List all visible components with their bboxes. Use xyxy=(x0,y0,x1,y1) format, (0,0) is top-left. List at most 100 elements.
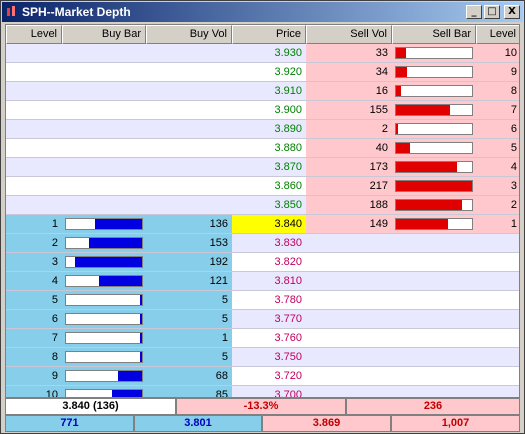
change-percent: -13.3% xyxy=(176,398,346,415)
sell-bar-frame xyxy=(395,199,473,211)
buy-bar xyxy=(140,352,142,362)
ask-row[interactable]: 3.870 173 4 xyxy=(6,158,519,177)
bid-row[interactable]: 4 121 3.810 xyxy=(6,272,519,291)
buy-bar xyxy=(95,219,142,229)
minimize-button[interactable]: _ xyxy=(466,5,482,19)
buy-vol-cell xyxy=(146,120,232,139)
close-button[interactable]: X xyxy=(504,5,520,19)
buy-bar-cell xyxy=(62,101,146,120)
header-buy-vol[interactable]: Buy Vol xyxy=(146,25,232,44)
sell-bar xyxy=(396,200,462,210)
buy-bar-cell xyxy=(62,329,146,348)
bid-row[interactable]: 10 85 3.700 xyxy=(6,386,519,397)
sell-bar-cell xyxy=(392,329,476,348)
bid-row[interactable]: 2 153 3.830 xyxy=(6,234,519,253)
price-cell: 3.750 xyxy=(232,348,306,367)
ask-row[interactable]: 3.890 2 6 xyxy=(6,120,519,139)
sell-bar-frame xyxy=(395,180,473,192)
buy-level-cell xyxy=(6,158,62,177)
sell-bar xyxy=(396,162,457,172)
buy-bar-cell xyxy=(62,253,146,272)
buy-bar-cell xyxy=(62,367,146,386)
sell-bar-cell xyxy=(392,272,476,291)
buy-bar-cell xyxy=(62,82,146,101)
bid-row[interactable]: 8 5 3.750 xyxy=(6,348,519,367)
best-row[interactable]: 1 136 3.840 149 1 xyxy=(6,215,519,234)
ask-row[interactable]: 3.910 16 8 xyxy=(6,82,519,101)
buy-level-cell xyxy=(6,177,62,196)
sell-vol-cell: 2 xyxy=(306,120,392,139)
ask-row[interactable]: 3.850 188 2 xyxy=(6,196,519,215)
bid-total: 771 xyxy=(5,415,134,432)
sell-bar-frame xyxy=(395,104,473,116)
header-sell-bar[interactable]: Sell Bar xyxy=(392,25,476,44)
sell-vol-cell: 149 xyxy=(306,215,392,234)
buy-level-cell: 7 xyxy=(6,329,62,348)
sell-level-cell xyxy=(476,310,519,329)
buy-bar-cell xyxy=(62,310,146,329)
buy-level-cell: 9 xyxy=(6,367,62,386)
buy-vol-cell: 153 xyxy=(146,234,232,253)
buy-bar-frame xyxy=(65,218,143,230)
buy-level-cell xyxy=(6,44,62,63)
summary-row-1: 3.840 (136) -13.3% 236 xyxy=(5,398,520,415)
buy-bar xyxy=(140,333,142,343)
ask-row[interactable]: 3.920 34 9 xyxy=(6,63,519,82)
header-level-sell[interactable]: Level xyxy=(476,25,519,44)
buy-bar-cell xyxy=(62,44,146,63)
buy-level-cell xyxy=(6,139,62,158)
sell-bar-frame xyxy=(395,85,473,97)
buy-bar-cell xyxy=(62,215,146,234)
sell-bar-frame xyxy=(395,123,473,135)
sell-vol-cell: 34 xyxy=(306,63,392,82)
sell-vol-cell xyxy=(306,291,392,310)
sell-bar xyxy=(396,86,401,96)
buy-bar-cell xyxy=(62,158,146,177)
buy-bar-cell xyxy=(62,120,146,139)
sell-bar xyxy=(396,67,407,77)
ask-row[interactable]: 3.930 33 10 xyxy=(6,44,519,63)
price-cell: 3.910 xyxy=(232,82,306,101)
total-volume: 236 xyxy=(346,398,520,415)
price-cell: 3.900 xyxy=(232,101,306,120)
sell-bar-cell xyxy=(392,253,476,272)
buy-bar xyxy=(118,371,142,381)
maximize-button[interactable]: □ xyxy=(484,5,500,19)
sell-vol-cell: 155 xyxy=(306,101,392,120)
header-sell-vol[interactable]: Sell Vol xyxy=(306,25,392,44)
price-cell: 3.700 xyxy=(232,386,306,397)
buy-bar-cell xyxy=(62,291,146,310)
window-controls: _ □ X xyxy=(466,5,520,19)
title-bar[interactable]: SPH--Market Depth _ □ X xyxy=(2,2,523,22)
buy-level-cell: 10 xyxy=(6,386,62,397)
sell-vol-cell xyxy=(306,234,392,253)
buy-vol-cell xyxy=(146,139,232,158)
buy-bar xyxy=(99,276,142,286)
buy-bar-frame xyxy=(65,370,143,382)
ask-row[interactable]: 3.900 155 7 xyxy=(6,101,519,120)
ask-row[interactable]: 3.860 217 3 xyxy=(6,177,519,196)
bid-row[interactable]: 9 68 3.720 xyxy=(6,367,519,386)
bid-row[interactable]: 7 1 3.760 xyxy=(6,329,519,348)
sell-vol-cell: 173 xyxy=(306,158,392,177)
buy-level-cell: 1 xyxy=(6,215,62,234)
sell-vol-cell xyxy=(306,348,392,367)
app-icon xyxy=(6,6,18,18)
ask-row[interactable]: 3.880 40 5 xyxy=(6,139,519,158)
ask-average: 3.869 xyxy=(262,415,391,432)
buy-bar-frame xyxy=(65,275,143,287)
sell-level-cell xyxy=(476,253,519,272)
header-buy-bar[interactable]: Buy Bar xyxy=(62,25,146,44)
table-header: Level Buy Bar Buy Vol Price Sell Vol Sel… xyxy=(6,25,519,44)
ask-total: 1,007 xyxy=(391,415,520,432)
buy-bar-cell xyxy=(62,234,146,253)
bid-row[interactable]: 5 5 3.780 xyxy=(6,291,519,310)
window-title: SPH--Market Depth xyxy=(22,5,131,19)
header-level-buy[interactable]: Level xyxy=(6,25,62,44)
header-price[interactable]: Price xyxy=(232,25,306,44)
price-cell: 3.830 xyxy=(232,234,306,253)
sell-vol-cell: 16 xyxy=(306,82,392,101)
bid-row[interactable]: 6 5 3.770 xyxy=(6,310,519,329)
bid-row[interactable]: 3 192 3.820 xyxy=(6,253,519,272)
buy-vol-cell: 5 xyxy=(146,291,232,310)
